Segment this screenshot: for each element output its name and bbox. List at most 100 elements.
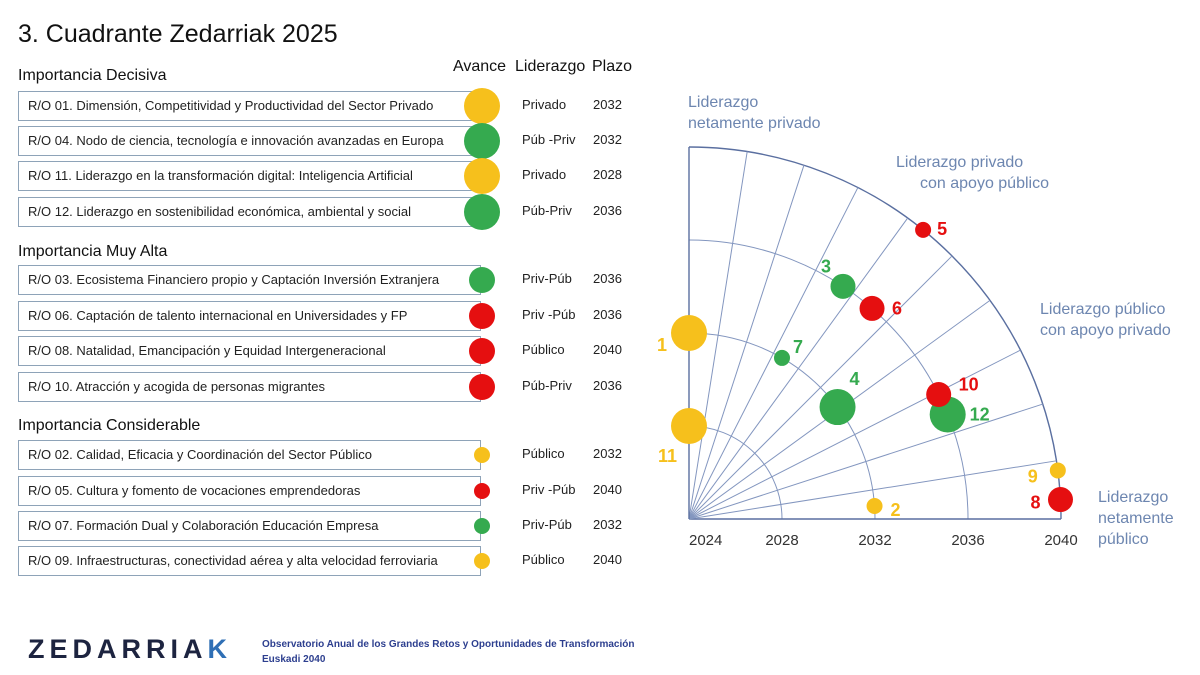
plazo-value: 2032	[593, 132, 622, 147]
reto-point-label: 6	[892, 298, 902, 318]
reto-point	[915, 221, 932, 238]
column-header-avance: Avance	[453, 58, 507, 75]
reto-point-label: 10	[959, 375, 979, 395]
plazo-value: 2036	[593, 203, 622, 218]
reto-row: R/O 12. Liderazgo en sostenibilidad econ…	[18, 197, 481, 227]
reto-row: R/O 06. Captación de talento internacion…	[18, 301, 481, 331]
grid-spoke	[688, 255, 953, 520]
column-header-plazo: Plazo	[592, 58, 633, 75]
reto-point	[671, 408, 707, 444]
avance-dot	[474, 553, 490, 569]
quadrant-label: Liderazgo público	[1040, 301, 1166, 318]
plazo-value: 2032	[593, 446, 622, 461]
avance-dot	[469, 374, 495, 400]
reto-point	[1049, 462, 1066, 479]
radial-tick-label: 2032	[858, 532, 891, 549]
reto-row: R/O 02. Calidad, Eficacia y Coordinación…	[18, 440, 481, 470]
quadrant-label: Liderazgo privado	[896, 154, 1023, 171]
quadrant-label: Liderazgo	[688, 94, 758, 111]
reto-point	[926, 382, 952, 408]
section-importancia-muy-alta: Importancia Muy Alta	[18, 243, 168, 260]
quadrant-chart: 2024 2028 2032 2036 2040 Liderazgo netamente p…	[657, 94, 1174, 549]
plazo-value: 2036	[593, 307, 622, 322]
reto-point	[866, 498, 883, 515]
grid-spoke	[688, 151, 748, 520]
reto-point	[830, 273, 856, 299]
liderazgo-value: Púb -Priv	[522, 132, 576, 147]
reto-point-label: 8	[1030, 493, 1040, 513]
reto-row: R/O 05. Cultura y fomento de vocaciones …	[18, 476, 481, 506]
liderazgo-value: Privado	[522, 167, 567, 182]
avance-dot	[464, 123, 500, 159]
plazo-value: 2040	[593, 552, 622, 567]
grid-spoke	[688, 187, 859, 520]
radial-tick-label: 2028	[765, 532, 798, 549]
reto-point-label: 11	[658, 446, 677, 466]
quadrant-label: con apoyo público	[920, 175, 1049, 192]
liderazgo-value: Púb-Priv	[522, 203, 572, 218]
radial-tick-label: 2024	[689, 532, 722, 549]
grid-spoke	[688, 165, 805, 520]
plazo-value: 2040	[593, 482, 622, 497]
plazo-value: 2040	[593, 342, 622, 357]
zedarriak-logo: ZEDARRIAK	[28, 634, 232, 664]
plazo-value: 2036	[593, 271, 622, 286]
section-importancia-decisiva: Importancia Decisiva	[18, 67, 167, 84]
avance-dot	[464, 88, 500, 124]
reto-point-label: 5	[937, 219, 947, 239]
reto-point-label: 4	[850, 369, 860, 389]
reto-row: R/O 01. Dimensión, Competitividad y Prod…	[18, 91, 481, 121]
avance-dot	[474, 518, 490, 534]
column-header-liderazgo: Liderazgo	[515, 58, 586, 75]
radial-tick-label: 2040	[1044, 532, 1077, 549]
grid-spoke	[688, 403, 1043, 520]
liderazgo-value: Púb-Priv	[522, 378, 572, 393]
reto-row: R/O 08. Natalidad, Emancipación y Equida…	[18, 336, 481, 366]
liderazgo-value: Priv-Púb	[522, 517, 572, 532]
footer-line-1: Observatorio Anual de los Grandes Retos …	[262, 639, 635, 650]
reto-point-label: 2	[891, 500, 901, 520]
reto-point	[1047, 487, 1073, 513]
quadrant-label: Liderazgo	[1098, 489, 1168, 506]
quadrant-label: público	[1098, 531, 1149, 548]
footer-line-2: Euskadi 2040	[262, 654, 326, 665]
reto-point	[859, 295, 885, 321]
reto-point-label: 9	[1028, 466, 1038, 486]
avance-dot	[464, 158, 500, 194]
reto-row: R/O 04. Nodo de ciencia, tecnología e in…	[18, 126, 481, 156]
reto-point	[671, 315, 707, 351]
grid-spoke	[688, 460, 1057, 520]
quadrant-label: netamente privado	[688, 115, 821, 132]
grid-spoke	[688, 217, 909, 520]
section-importancia-considerable: Importancia Considerable	[18, 417, 201, 434]
reto-row: R/O 11. Liderazgo en la transformación d…	[18, 161, 481, 191]
liderazgo-value: Priv -Púb	[522, 482, 576, 497]
avance-dot	[469, 267, 495, 293]
avance-dot	[474, 483, 490, 499]
liderazgo-value: Público	[522, 552, 565, 567]
plazo-value: 2036	[593, 378, 622, 393]
liderazgo-value: Público	[522, 342, 565, 357]
quadrant-label: con apoyo privado	[1040, 322, 1171, 339]
reto-point	[819, 389, 856, 426]
avance-dot	[469, 338, 495, 364]
page-title: 3. Cuadrante Zedarriak 2025	[18, 20, 338, 48]
avance-dot	[469, 303, 495, 329]
plazo-value: 2032	[593, 97, 622, 112]
avance-dot	[474, 447, 490, 463]
liderazgo-value: Priv -Púb	[522, 307, 576, 322]
reto-row: R/O 03. Ecosistema Financiero propio y C…	[18, 265, 481, 295]
liderazgo-value: Público	[522, 446, 565, 461]
liderazgo-value: Privado	[522, 97, 567, 112]
plazo-value: 2028	[593, 167, 622, 182]
liderazgo-value: Priv-Púb	[522, 271, 572, 286]
reto-point-label: 3	[821, 256, 831, 276]
reto-row: R/O 07. Formación Dual y Colaboración Ed…	[18, 511, 481, 541]
reto-point	[774, 349, 790, 366]
reto-row: R/O 09. Infraestructuras, conectividad a…	[18, 546, 481, 576]
radial-tick-label: 2036	[951, 532, 984, 549]
reto-row: R/O 10. Atracción y acogida de personas …	[18, 372, 481, 402]
avance-dot	[464, 194, 500, 230]
grid-spoke	[688, 349, 1021, 520]
plazo-value: 2032	[593, 517, 622, 532]
